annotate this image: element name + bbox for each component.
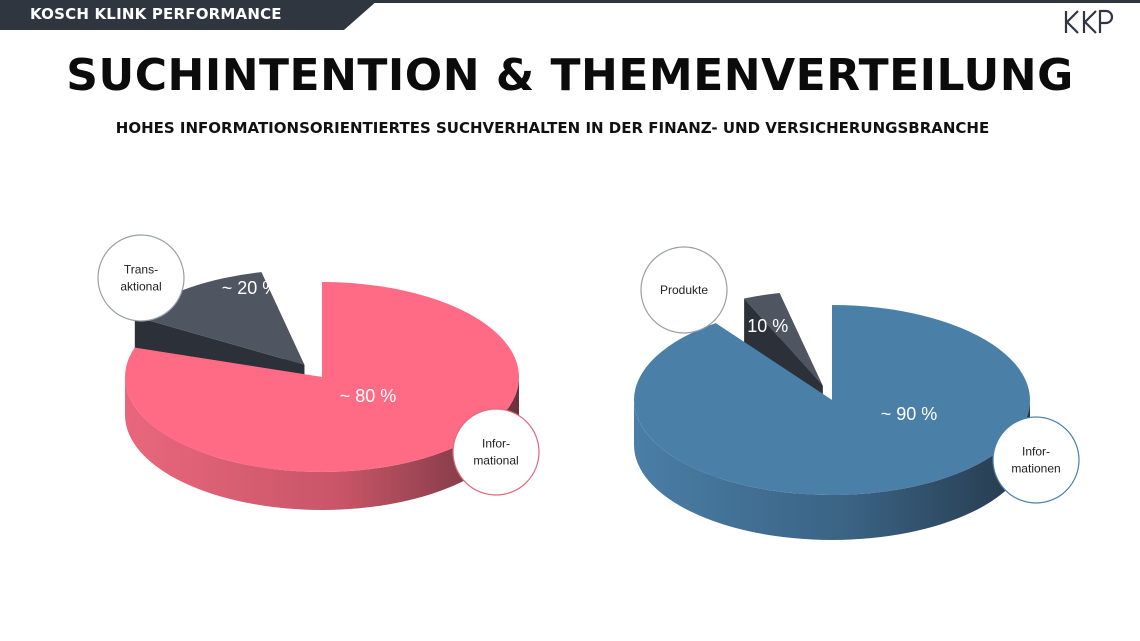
brand-tab	[0, 0, 378, 30]
pie-value-label-minor: ~ 20 %	[222, 278, 279, 298]
callout-major-text: Infor-	[482, 437, 510, 451]
callout-minor-text: aktional	[120, 280, 161, 294]
callout-minor-circle	[97, 234, 185, 322]
callout-major-text: mationen	[1011, 462, 1060, 476]
callout-minor-text: Produkte	[660, 283, 708, 297]
pie-chart-search-intention: ~ 80 % ~ 20 % Trans-aktional Infor-mational	[97, 234, 540, 510]
pie-slice-major-side	[125, 377, 519, 510]
callout-minor-text: Trans-	[124, 263, 158, 277]
pie-slice-major-top	[124, 282, 519, 473]
kkp-logo	[1064, 9, 1114, 34]
pie-slice-major-side	[634, 400, 1030, 540]
pie-slice-minor-top	[744, 293, 823, 386]
brand-label: KOSCH KLINK PERFORMANCE	[30, 5, 282, 23]
callout-minor: Trans-aktional	[97, 234, 185, 322]
pie-value-label-major: ~ 90 %	[881, 404, 938, 424]
pie-chart-topic-distribution: ~ 90 % ~ 10 % Produkte Infor-mationen	[633, 246, 1080, 540]
callout-major-text: Infor-	[1022, 445, 1050, 459]
pie-slice-major-top	[633, 305, 1030, 495]
pie-slice-major	[633, 305, 1030, 540]
callout-major: Infor-mationen	[992, 416, 1080, 504]
pie-value-label-major: ~ 80 %	[340, 386, 397, 406]
callout-major-circle	[452, 408, 540, 496]
callout-major-circle	[992, 416, 1080, 504]
pie-slice-major	[124, 282, 519, 510]
page-title: SUCHINTENTION & THEMENVERTEILUNG	[66, 50, 1074, 101]
top-rule	[0, 0, 1140, 3]
callout-minor-circle	[640, 246, 728, 334]
page-subtitle: HOHES INFORMATIONSORIENTIERTES SUCHVERHA…	[115, 119, 990, 137]
callout-major-text: mational	[473, 454, 518, 468]
callout-minor: Produkte	[640, 246, 728, 334]
pie-value-label-minor: ~ 10 %	[732, 316, 789, 336]
callout-major: Infor-mational	[452, 408, 540, 496]
